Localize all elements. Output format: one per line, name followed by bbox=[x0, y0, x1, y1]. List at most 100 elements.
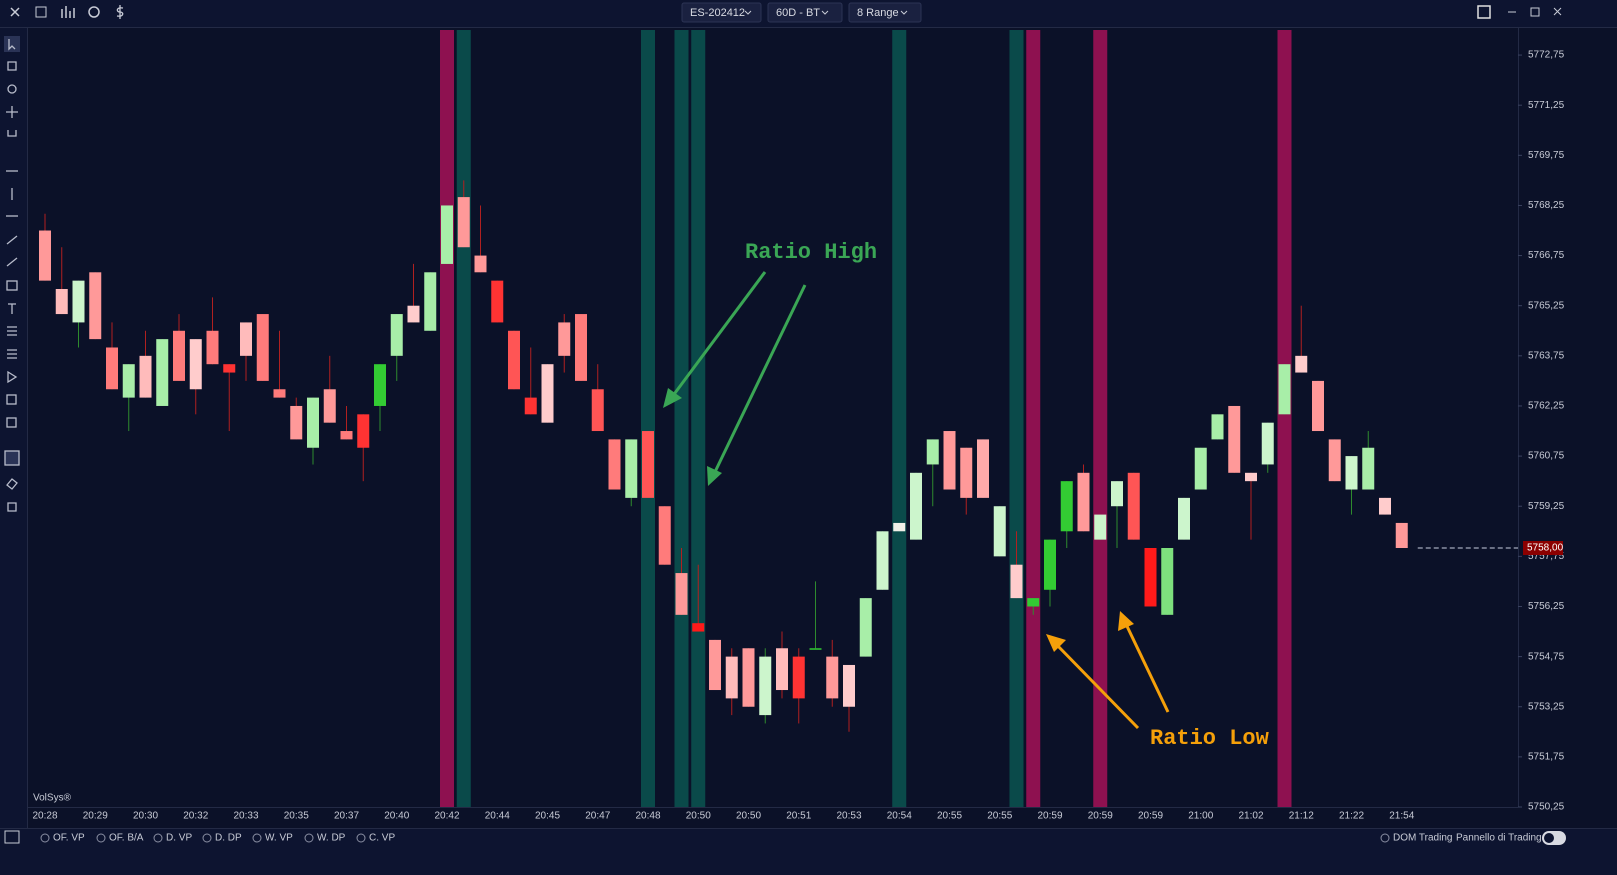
pointer-tool[interactable] bbox=[8, 39, 16, 51]
studies: OF. VP OF. B/A D. VP D. DP W. VP W. DP C. VP bbox=[40, 833, 395, 844]
x-tick-label: 20:53 bbox=[836, 811, 861, 822]
bar-type-select[interactable] bbox=[848, 2, 922, 23]
x-tick-label: 20:59 bbox=[1138, 811, 1163, 822]
radio[interactable] bbox=[356, 833, 366, 843]
eraser-tool[interactable] bbox=[6, 478, 18, 490]
bar-type: 8 Range bbox=[857, 7, 899, 19]
candle-body bbox=[591, 389, 604, 432]
close-icon[interactable] bbox=[10, 7, 20, 17]
ratio-low-label: Ratio Low bbox=[1150, 726, 1270, 751]
candle-body bbox=[1278, 364, 1291, 415]
fib-tool[interactable] bbox=[7, 326, 17, 336]
candle-body bbox=[910, 472, 922, 540]
candle-body bbox=[323, 389, 336, 423]
candle-body bbox=[1144, 548, 1157, 607]
restore-icon[interactable] bbox=[1530, 7, 1540, 17]
candle-body bbox=[1345, 456, 1358, 490]
toggle-knob bbox=[1544, 833, 1554, 843]
magnet-tool[interactable] bbox=[4, 450, 20, 466]
radio[interactable] bbox=[96, 833, 106, 843]
tool-selected[interactable] bbox=[4, 36, 20, 52]
y-tick-label: 5754,75 bbox=[1528, 651, 1565, 662]
trading-panel[interactable]: Pannello di Trading bbox=[1456, 833, 1542, 844]
y-tick-label: 5772,75 bbox=[1528, 50, 1565, 61]
x-tick-label: 20:55 bbox=[937, 811, 962, 822]
radio[interactable] bbox=[304, 833, 314, 843]
candle-body bbox=[960, 447, 973, 498]
candle-body bbox=[524, 397, 537, 415]
last-price-label: 5758,00 bbox=[1527, 543, 1564, 554]
panel-icon[interactable] bbox=[4, 830, 20, 844]
projection-tool[interactable] bbox=[7, 370, 18, 384]
candle-body bbox=[1261, 422, 1274, 465]
candle-body bbox=[441, 205, 453, 264]
candle-body bbox=[1027, 598, 1040, 607]
ratio-high-band bbox=[456, 30, 471, 807]
candle-body bbox=[256, 314, 269, 381]
text-tool[interactable] bbox=[8, 303, 16, 314]
candle-body bbox=[893, 522, 906, 532]
study-toggle[interactable]: D. VP bbox=[166, 833, 192, 844]
radio[interactable] bbox=[1380, 833, 1390, 843]
layout-icon[interactable] bbox=[35, 6, 47, 18]
window-close-icon[interactable] bbox=[1553, 7, 1562, 16]
levels-tool[interactable] bbox=[7, 349, 17, 359]
candle-body bbox=[189, 339, 202, 390]
candle-body bbox=[390, 314, 403, 356]
symbol-select[interactable] bbox=[681, 2, 762, 23]
x-tick-label: 21:22 bbox=[1339, 811, 1364, 822]
candle-body bbox=[1245, 472, 1257, 482]
candle-body bbox=[173, 330, 185, 381]
lock-tool[interactable] bbox=[7, 502, 17, 512]
x-tick-label: 21:02 bbox=[1238, 811, 1263, 822]
x-tick-label: 20:59 bbox=[1088, 811, 1113, 822]
x-tick-label: 20:50 bbox=[686, 811, 711, 822]
ratio-low-band bbox=[1026, 30, 1041, 807]
x-tick-label: 21:12 bbox=[1289, 811, 1314, 822]
volume-tool[interactable] bbox=[6, 394, 17, 405]
study-toggle[interactable]: W. VP bbox=[265, 833, 293, 844]
study-toggle[interactable]: D. DP bbox=[215, 833, 242, 844]
fullscreen-icon[interactable] bbox=[1477, 5, 1491, 19]
study-toggle[interactable]: OF. B/A bbox=[109, 833, 144, 844]
radio[interactable] bbox=[252, 833, 262, 843]
timeframe-select[interactable] bbox=[767, 2, 843, 23]
currency-icon[interactable] bbox=[116, 5, 124, 19]
channel-tool[interactable] bbox=[6, 257, 18, 267]
candle-body bbox=[809, 648, 822, 650]
dom-trading[interactable]: DOM Trading bbox=[1393, 833, 1452, 844]
candle-body bbox=[1094, 514, 1107, 540]
candle-body bbox=[457, 197, 470, 248]
profile-tool[interactable] bbox=[6, 417, 17, 428]
settings-icon[interactable] bbox=[88, 6, 100, 18]
radio[interactable] bbox=[202, 833, 212, 843]
hand-tool[interactable] bbox=[7, 61, 17, 71]
study-toggle[interactable]: W. DP bbox=[317, 833, 346, 844]
study-toggle[interactable]: OF. VP bbox=[53, 833, 85, 844]
timeframe: 60D - BT bbox=[776, 7, 820, 19]
rectangle-tool[interactable] bbox=[6, 280, 18, 291]
y-tick-label: 5771,25 bbox=[1528, 100, 1565, 111]
candle-body bbox=[541, 364, 554, 423]
y-tick-label: 5768,25 bbox=[1528, 200, 1565, 211]
trendline-tool[interactable] bbox=[6, 235, 18, 245]
ratio-low-arrows bbox=[1046, 611, 1170, 730]
candle-body bbox=[1010, 564, 1023, 599]
candle-body bbox=[1362, 447, 1375, 490]
candle-body bbox=[608, 439, 621, 490]
y-tick-label: 5751,75 bbox=[1528, 752, 1565, 763]
arrow-head bbox=[663, 388, 682, 408]
candle-body bbox=[374, 364, 386, 406]
radio[interactable] bbox=[40, 833, 50, 843]
x-tick-label: 20:35 bbox=[284, 811, 309, 822]
candle-body bbox=[139, 355, 152, 398]
crosshair-tool[interactable] bbox=[6, 106, 18, 118]
candle-body bbox=[72, 280, 85, 323]
bars-icon[interactable] bbox=[61, 6, 75, 18]
study-toggle[interactable]: C. VP bbox=[369, 833, 395, 844]
zoom-tool[interactable] bbox=[7, 84, 17, 94]
candle-body bbox=[106, 347, 118, 390]
bottom-bar bbox=[0, 828, 1617, 875]
measure-tool[interactable] bbox=[7, 130, 17, 137]
radio[interactable] bbox=[153, 833, 163, 843]
